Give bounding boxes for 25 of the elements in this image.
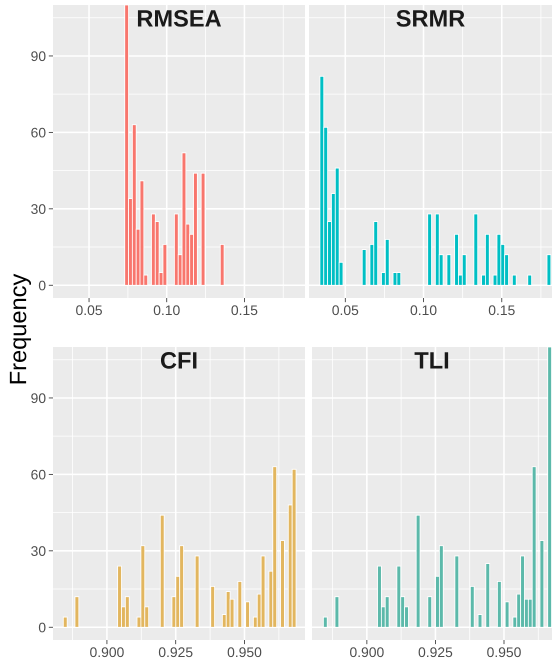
- y-tick-label: 0: [38, 622, 46, 632]
- y-tick-label: 30: [31, 204, 46, 214]
- chart-title: TLI: [414, 352, 448, 369]
- chart-title: CFI: [160, 352, 196, 369]
- x-tick-label: 0.925: [418, 647, 452, 658]
- x-tick-label: 0.10: [410, 305, 437, 316]
- x-tick-label: 0.950: [228, 647, 262, 658]
- y-tick-label: 90: [31, 393, 46, 404]
- chart-title: RMSEA: [138, 10, 222, 27]
- y-tick-label: 30: [31, 546, 46, 556]
- x-tick-label: 0.15: [488, 305, 515, 316]
- x-tick-label: 0.05: [76, 305, 102, 316]
- x-tick-label: 0.900: [350, 647, 384, 658]
- x-tick-label: 0.950: [487, 647, 521, 658]
- chart-title: SRMR: [396, 10, 465, 27]
- x-tick-label: 0.900: [90, 647, 124, 658]
- x-tick-label: 0.05: [332, 305, 358, 316]
- y-tick-label: 60: [31, 470, 46, 480]
- y-tick-label: 60: [31, 128, 46, 138]
- x-tick-label: 0.15: [231, 305, 258, 316]
- y-tick-label: 0: [38, 280, 46, 290]
- y-tick-label: 90: [31, 51, 46, 62]
- x-tick-label: 0.10: [154, 305, 180, 316]
- x-tick-label: 0.925: [158, 647, 192, 658]
- y-axis-title: Frequency: [10, 274, 32, 384]
